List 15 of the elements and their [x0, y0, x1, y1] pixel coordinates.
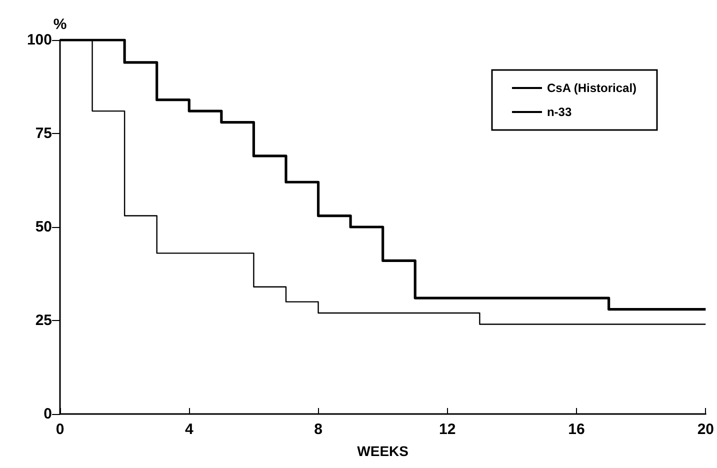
legend-label: CsA (Historical) [546, 81, 637, 95]
x-tick-label: 16 [568, 421, 585, 438]
legend-label: n-33 [546, 105, 572, 119]
x-tick-label: 8 [314, 421, 322, 438]
y-axis-title: % [53, 16, 67, 33]
y-tick-label: 50 [35, 218, 52, 236]
y-tick-label: 100 [26, 32, 52, 48]
y-tick-label: 25 [35, 312, 52, 329]
x-tick-label: 20 [697, 421, 714, 438]
x-tick-label: 4 [184, 421, 194, 438]
y-tick-label: 0 [44, 406, 52, 422]
x-tick-label: 12 [439, 421, 456, 438]
x-tick-label: 0 [56, 421, 64, 438]
y-tick-label: 75 [35, 125, 52, 142]
x-axis-title: WEEKS [357, 443, 408, 459]
